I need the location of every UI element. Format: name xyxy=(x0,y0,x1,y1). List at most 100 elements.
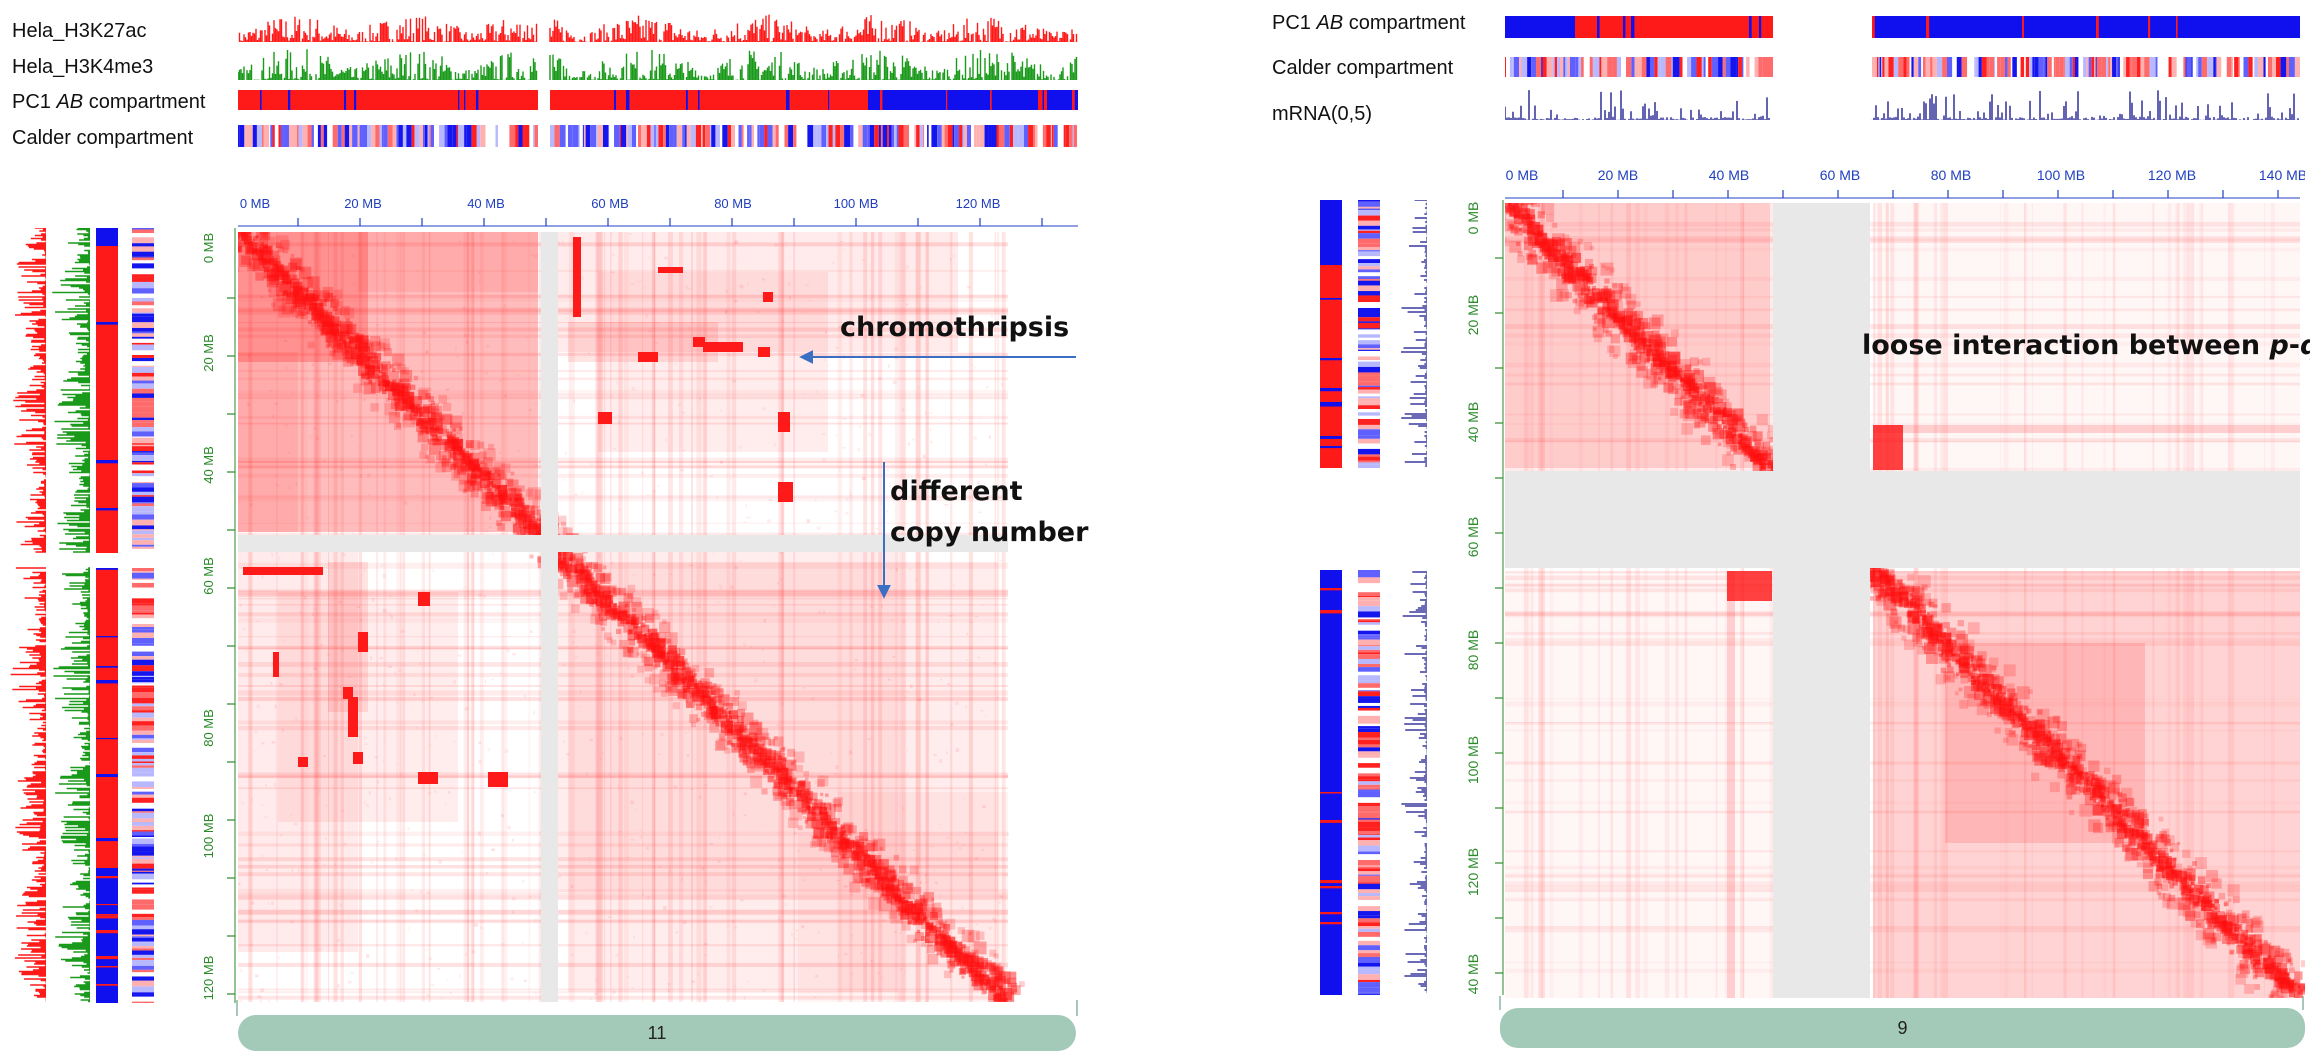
left-x-tick-label: 0 MB xyxy=(240,196,270,211)
side-h3k27ac-1 xyxy=(10,567,46,1003)
label-calder: Calder compartment xyxy=(12,127,194,149)
right-label-pc1-suffix: compartment xyxy=(1343,12,1466,34)
pc1-track-1a xyxy=(550,90,868,110)
left-x-tick-label: 20 MB xyxy=(344,196,382,211)
calder-track-1 xyxy=(550,125,1078,147)
left-y-tick-label: 40 MB xyxy=(201,446,216,484)
right-label-pc1-ab-italic: AB xyxy=(1316,12,1344,34)
right-label-mrna: mRNA(0,5) xyxy=(1272,103,1373,125)
right-x-tick-label: 100 MB xyxy=(2037,167,2085,183)
left-heatmap-gap-h xyxy=(238,535,1008,552)
right-top-tracks xyxy=(1505,16,2300,120)
right-label-pc1-ab: PC1 AB compartment xyxy=(1272,12,1465,35)
left-y-tick-label: 60 MB xyxy=(201,557,216,595)
right-calder-0 xyxy=(1505,57,1773,77)
right-pc1-blue-head xyxy=(1505,16,1575,38)
chromosome-11-pill: 11 xyxy=(238,1015,1076,1051)
label-h3k27ac: Hela_H3K27ac xyxy=(12,20,147,42)
right-y-tick-label: 80 MB xyxy=(1465,630,1481,670)
side-pc1-1a xyxy=(96,568,118,868)
left-y-tick-label: 0 MB xyxy=(201,233,216,263)
right-x-tick-label: 80 MB xyxy=(1931,167,1971,183)
left-top-tracks xyxy=(238,14,1078,147)
left-arrows xyxy=(799,350,1076,599)
side-h3k4me3-0 xyxy=(52,228,90,553)
left-heatmap-content xyxy=(238,232,1025,1002)
label-pc1-ab-italic: AB xyxy=(56,91,84,113)
label-h3k4me3: Hela_H3K4me3 xyxy=(12,56,154,78)
left-heatmap xyxy=(238,232,1025,1002)
side-h3k27ac-0 xyxy=(13,228,46,553)
right-pill-ticks xyxy=(1499,996,2304,1010)
right-y-tick-label: 140 MB xyxy=(1465,954,1481,995)
pc1-track-0 xyxy=(238,90,538,110)
side-calder-0 xyxy=(132,228,154,553)
label-pc1-suffix: compartment xyxy=(83,91,206,113)
right-side-pc1-blue-head xyxy=(1320,200,1342,265)
annotation-chromothripsis: chromothripsis xyxy=(840,312,1070,343)
right-x-tick-label: 60 MB xyxy=(1820,167,1860,183)
left-heatmap-gap-v xyxy=(541,232,558,1002)
left-y-axis: 0 MB 20 MB 40 MB 60 MB 80 MB 100 MB 120 MB xyxy=(201,228,236,1003)
loose-q: q xyxy=(2300,330,2310,361)
annotation-copy-line2: copy number xyxy=(890,517,1089,548)
loose-p: p xyxy=(2269,330,2289,361)
loose-dash: - xyxy=(2288,330,2300,361)
right-y-tick-label: 100 MB xyxy=(1465,736,1481,784)
left-x-tick-label: 80 MB xyxy=(714,196,752,211)
h3k27ac-track-1 xyxy=(549,14,1078,42)
label-pc1-ab: PC1 AB compartment xyxy=(12,91,205,114)
side-calder-1 xyxy=(132,568,154,1003)
right-heatmap-content xyxy=(1505,203,2305,998)
annotation-loose-interaction: loose interaction between p-q arm xyxy=(1862,330,2310,361)
right-y-tick-label: 60 MB xyxy=(1465,517,1481,557)
loose-prefix: loose interaction between xyxy=(1862,330,2270,361)
left-pill-ticks xyxy=(236,1000,1078,1016)
right-x-axis: 0 MB 20 MB 40 MB 60 MB 80 MB 100 MB 120 MB 140 … xyxy=(1505,167,2305,199)
pc1-track-1b xyxy=(868,90,1078,110)
calder-track-0 xyxy=(238,125,538,147)
right-side-calder-1 xyxy=(1358,570,1380,995)
right-calder-1 xyxy=(1872,57,2300,77)
right-label-calder: Calder compartment xyxy=(1272,57,1454,79)
right-heatmap-gap-h xyxy=(1505,471,2300,568)
left-y-tick-label: 100 MB xyxy=(201,814,216,859)
left-side-tracks xyxy=(10,228,154,1003)
chromosome-9-pill: 9 xyxy=(1500,1008,2305,1048)
right-y-tick-label: 0 MB xyxy=(1465,202,1481,235)
right-label-pc1-prefix: PC1 xyxy=(1272,12,1317,34)
left-y-tick-label: 120 MB xyxy=(201,956,216,1001)
h3k4me3-track-1 xyxy=(549,50,1078,80)
right-x-tick-label: 120 MB xyxy=(2148,167,2196,183)
right-side-pc1-1 xyxy=(1320,570,1342,995)
right-x-tick-label: 40 MB xyxy=(1709,167,1749,183)
h3k4me3-track-0 xyxy=(238,49,538,80)
right-x-tick-label: 0 MB xyxy=(1506,167,1539,183)
right-y-tick-label: 120 MB xyxy=(1465,848,1481,896)
right-y-tick-label: 20 MB xyxy=(1465,295,1481,335)
left-x-tick-label: 40 MB xyxy=(467,196,505,211)
left-y-tick-label: 80 MB xyxy=(201,709,216,747)
side-pc1-cap xyxy=(96,228,118,246)
side-pc1-0 xyxy=(96,228,118,553)
left-x-tick-label: 60 MB xyxy=(591,196,629,211)
right-y-tick-label: 40 MB xyxy=(1465,402,1481,442)
label-pc1-prefix: PC1 xyxy=(12,91,57,113)
right-heatmap-gap-v xyxy=(1773,203,1870,998)
right-y-axis: 0 MB 20 MB 40 MB 60 MB 80 MB 100 MB 120 MB 140 … xyxy=(1465,200,1504,995)
left-x-tick-label: 120 MB xyxy=(956,196,1001,211)
right-x-tick-label: 140 MB xyxy=(2259,167,2305,183)
right-side-calder-0 xyxy=(1358,200,1380,468)
h3k27ac-track-0 xyxy=(238,16,538,42)
side-h3k4me3-1 xyxy=(53,567,90,1003)
left-y-tick-label: 20 MB xyxy=(201,334,216,372)
right-side-tracks xyxy=(1320,200,1427,995)
right-heatmap xyxy=(1505,203,2305,998)
right-pc1-1 xyxy=(1872,16,2300,38)
right-side-mrna xyxy=(1401,200,1427,995)
left-x-tick-label: 100 MB xyxy=(834,196,879,211)
left-x-axis: 0 MB 20 MB 40 MB 60 MB 80 MB 100 MB 120 MB xyxy=(238,196,1078,227)
right-x-tick-label: 20 MB xyxy=(1598,167,1638,183)
annotation-copy-line1: different xyxy=(890,476,1023,507)
side-pc1-1b xyxy=(96,868,118,1003)
